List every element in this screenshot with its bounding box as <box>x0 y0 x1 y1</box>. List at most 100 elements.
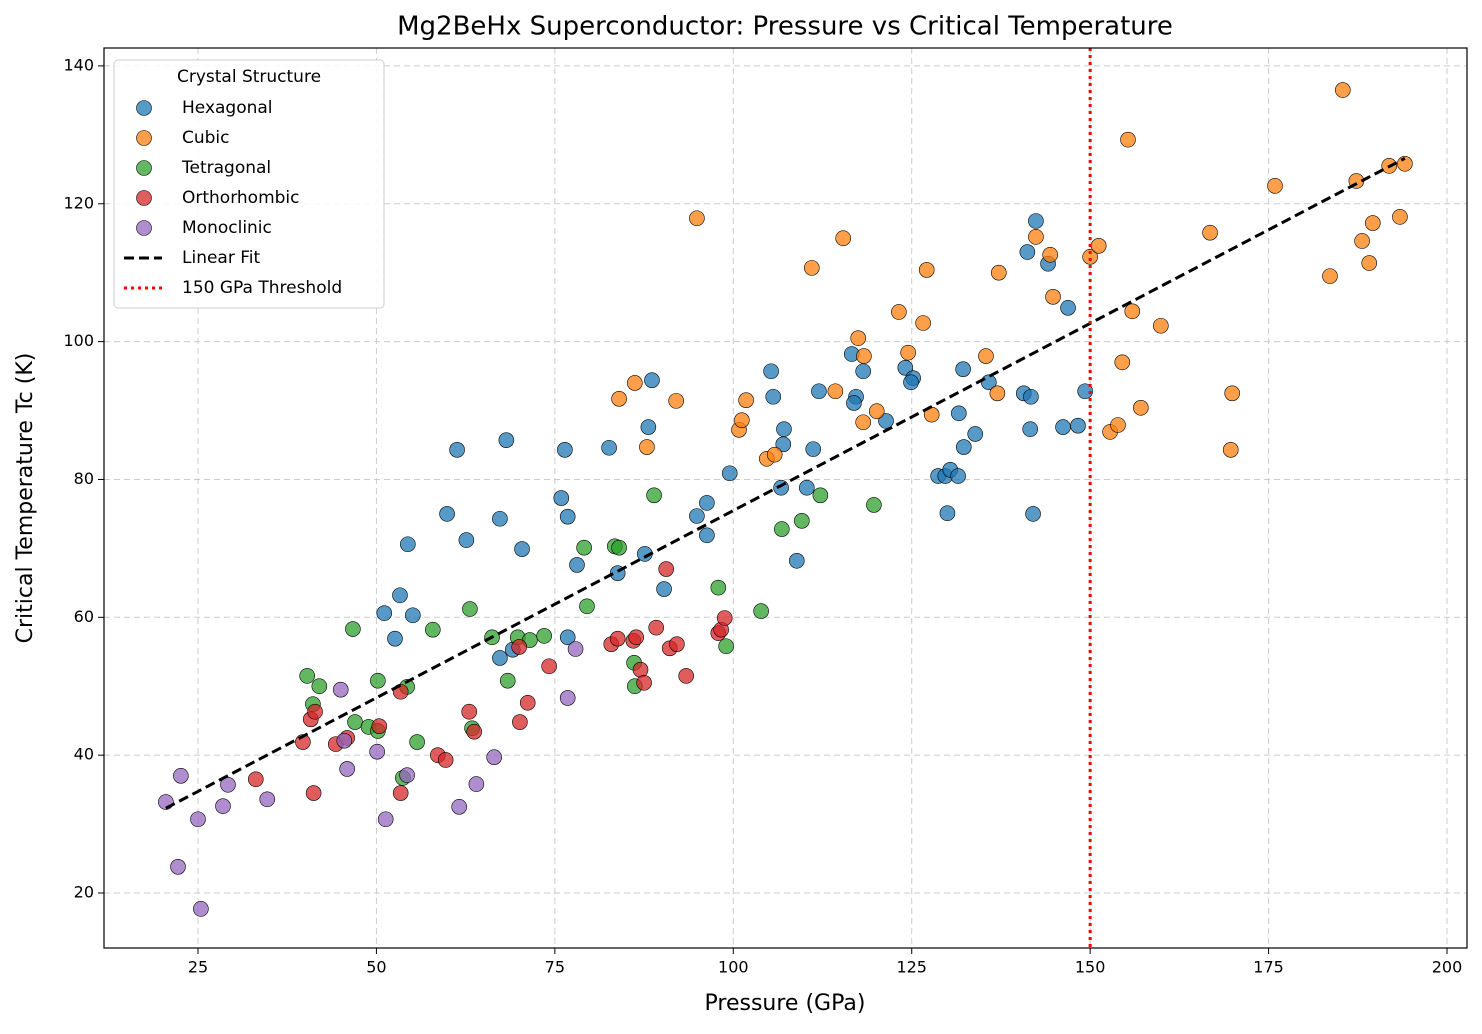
scatter-point <box>978 348 994 364</box>
scatter-point <box>458 532 475 548</box>
scatter-point <box>811 383 827 400</box>
scatter-point <box>918 262 935 278</box>
scatter-point <box>636 674 652 691</box>
x-tick-label: 50 <box>366 958 386 977</box>
legend-title: Crystal Structure <box>177 67 321 87</box>
scatter-point <box>492 650 508 666</box>
fit-line <box>165 156 1406 810</box>
scatter-point <box>689 508 705 524</box>
scatter-point <box>1060 300 1076 316</box>
scatter-point <box>1364 215 1381 231</box>
scatter-point <box>609 630 626 647</box>
scatter-point <box>669 636 685 652</box>
scatter-point <box>1153 317 1169 334</box>
scatter-point <box>486 749 502 766</box>
scatter-point <box>766 446 783 463</box>
scatter-point <box>951 405 967 422</box>
legend: Crystal Structure Hexagonal Cubic Tetragon… <box>113 59 385 309</box>
scatter-point <box>827 383 844 400</box>
scatter-point <box>347 714 363 730</box>
y-tick-label: 80 <box>74 469 94 488</box>
scatter-point <box>789 552 805 569</box>
scatter-point <box>900 344 916 361</box>
scatter-point <box>981 374 997 391</box>
scatter-point <box>718 638 734 655</box>
scatter-point <box>763 363 779 380</box>
scatter-point <box>1392 209 1408 225</box>
legend-label: Orthorhombic <box>182 188 300 208</box>
x-tick-label: 125 <box>896 958 927 977</box>
scatter-point <box>804 260 820 276</box>
scatter-point <box>215 798 231 814</box>
chart-title: Mg2BeHx Superconductor: Pressure vs Crit… <box>397 12 1173 42</box>
scatter-point <box>632 661 649 678</box>
scatter-point <box>891 304 907 320</box>
scatter-point <box>409 734 425 750</box>
legend-label: Tetragonal <box>181 158 271 178</box>
scatter-point <box>950 468 966 484</box>
scatter-point <box>311 678 328 695</box>
y-axis-label: Critical Temperature Tc (K) <box>13 353 38 644</box>
scatter-point <box>1082 249 1098 265</box>
scatter-point <box>628 629 645 646</box>
scatter-point <box>399 767 415 783</box>
scatter-point <box>903 374 919 391</box>
scatter-point <box>553 490 570 506</box>
scatter-point <box>734 412 750 428</box>
scatter-point <box>339 761 355 777</box>
scatter-point <box>646 487 662 504</box>
legend-label: Hexagonal <box>182 98 273 118</box>
scatter-point <box>437 752 454 768</box>
scatter-point <box>1070 417 1086 434</box>
scatter-point <box>915 315 931 331</box>
scatter-point <box>559 508 576 525</box>
scatter-point <box>640 419 657 435</box>
scatter-point <box>1222 442 1239 458</box>
scatter-point <box>699 495 715 511</box>
scatter-point <box>878 413 894 429</box>
scatter-point <box>721 465 738 482</box>
scatter-point <box>1023 388 1039 405</box>
legend-box <box>113 59 385 309</box>
legend-label: Cubic <box>182 128 230 148</box>
scatter-point <box>850 330 866 346</box>
scatter-point <box>1022 421 1039 437</box>
scatter-point <box>794 513 810 529</box>
scatter-point <box>774 521 790 537</box>
y-tick-label: 40 <box>74 745 94 764</box>
scatter-point <box>536 628 552 644</box>
legend-label: Monoclinic <box>182 218 272 238</box>
legend-label: Linear Fit <box>182 248 261 268</box>
scatter-point <box>989 385 1006 402</box>
scatter-point <box>1077 383 1093 400</box>
scatter-point <box>1025 506 1041 522</box>
scatter-point <box>307 703 323 720</box>
scatter-point <box>376 605 393 621</box>
scatter-point <box>1090 238 1107 254</box>
scatter-point <box>370 672 386 689</box>
scatter-point <box>332 681 349 698</box>
scatter-point <box>512 714 528 730</box>
legend-marker <box>136 130 152 146</box>
scatter-point <box>856 348 872 364</box>
y-tick-label: 20 <box>74 882 94 901</box>
scatter-point <box>699 527 715 544</box>
x-tick-label: 175 <box>1253 958 1284 977</box>
scatter-point <box>1267 178 1283 194</box>
scatter-point <box>425 621 441 638</box>
scatter-point <box>656 581 672 597</box>
scatter-point <box>392 785 409 801</box>
scatter-point <box>799 479 815 496</box>
scatter-point <box>567 641 584 657</box>
scatter-point <box>967 426 984 442</box>
scatter-point <box>855 363 871 380</box>
scatter-point <box>868 403 885 420</box>
scatter-point <box>753 603 769 619</box>
scatter-point <box>1055 419 1071 435</box>
scatter-point <box>514 541 530 557</box>
scatter-point <box>259 791 276 808</box>
x-tick-label: 100 <box>718 958 749 977</box>
y-tick-label: 100 <box>63 331 94 350</box>
scatter-point <box>400 536 416 553</box>
